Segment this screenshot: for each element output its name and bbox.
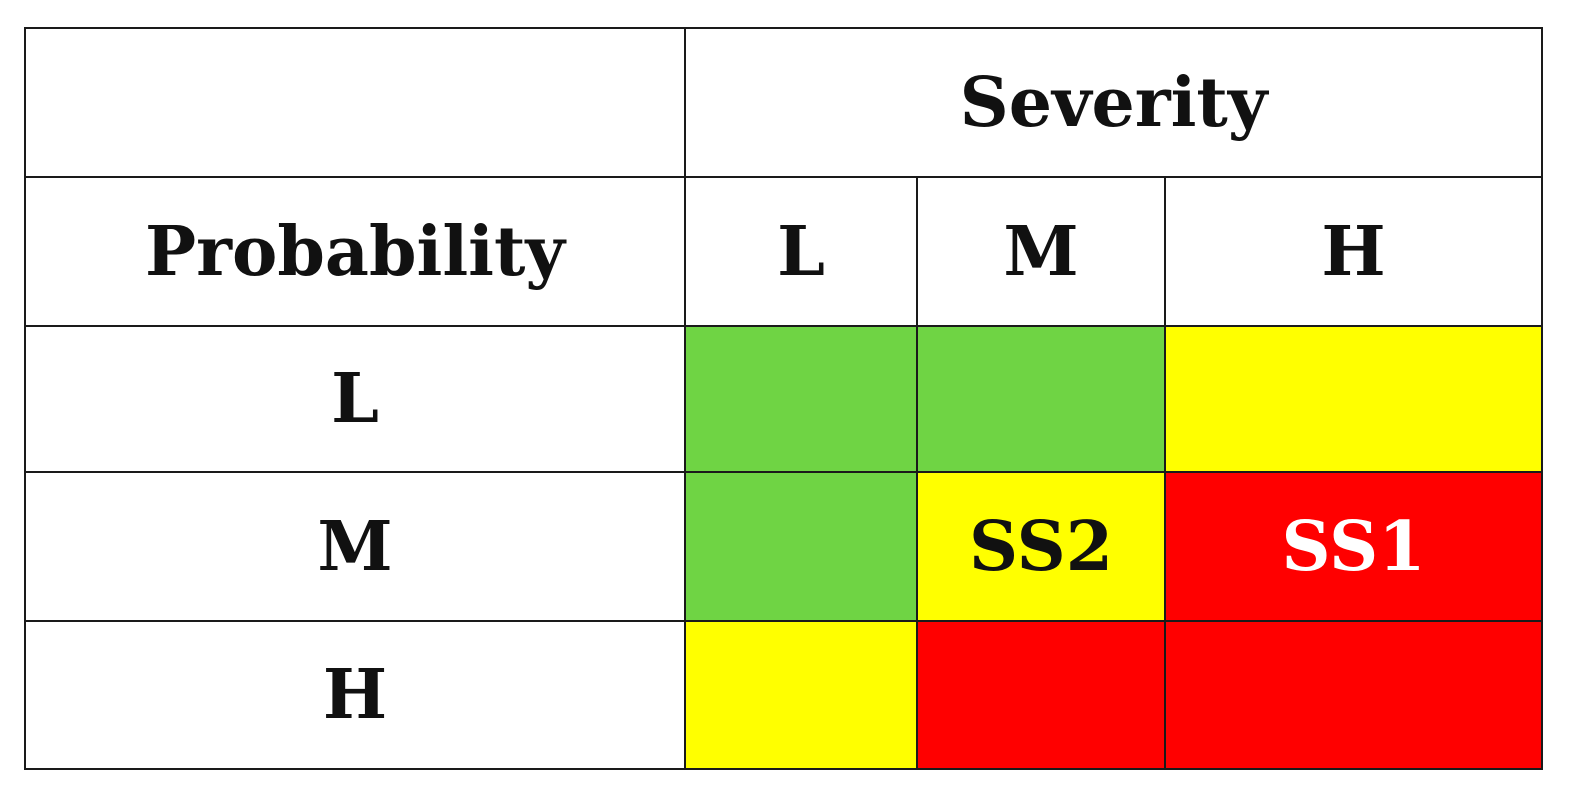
probability-level-medium: M <box>26 473 686 622</box>
severity-level-medium: M <box>918 178 1166 327</box>
risk-cell-pm-sm: SS2 <box>918 473 1166 622</box>
probability-header: Probability <box>26 178 686 327</box>
risk-cell-ph-sh <box>1166 622 1541 768</box>
risk-cell-ph-sl <box>686 622 918 768</box>
probability-level-low: L <box>26 327 686 473</box>
risk-cell-pl-sm <box>918 327 1166 473</box>
risk-matrix-table: Severity Probability L M H L M SS2 SS1 H <box>24 27 1543 770</box>
severity-level-high: H <box>1166 178 1541 327</box>
risk-cell-pl-sl <box>686 327 918 473</box>
risk-cell-pm-sh: SS1 <box>1166 473 1541 622</box>
severity-level-low: L <box>686 178 918 327</box>
corner-cell <box>26 29 686 178</box>
risk-cell-pl-sh <box>1166 327 1541 473</box>
probability-level-high: H <box>26 622 686 768</box>
risk-cell-pm-sl <box>686 473 918 622</box>
risk-cell-ph-sm <box>918 622 1166 768</box>
severity-header: Severity <box>686 29 1541 178</box>
